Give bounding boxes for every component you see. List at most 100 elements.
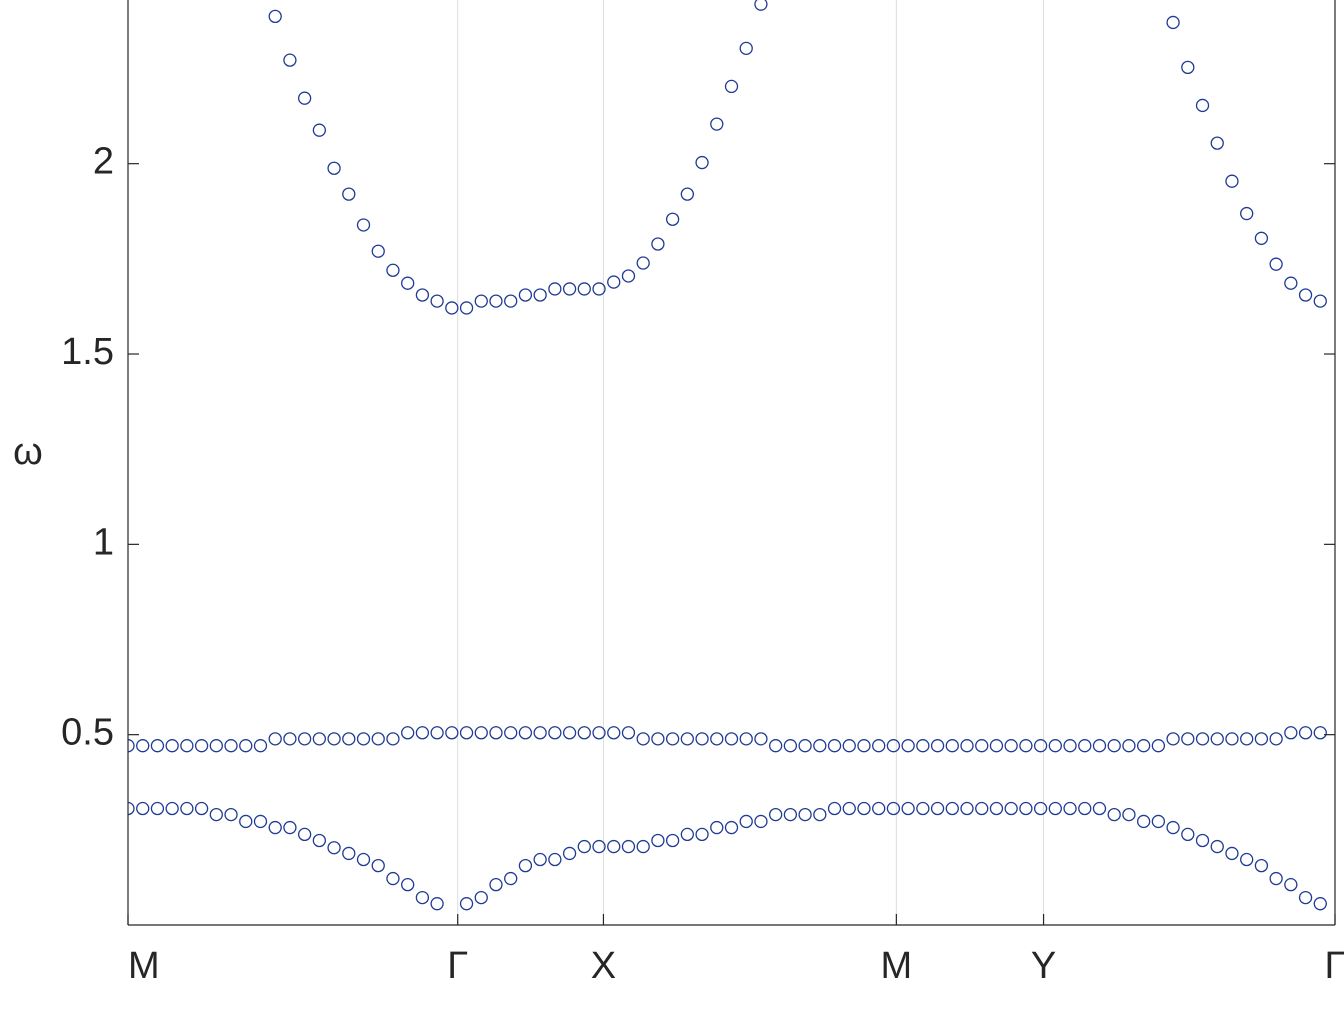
point	[342, 846, 356, 861]
point	[1136, 739, 1151, 753]
point	[945, 801, 959, 816]
point	[180, 801, 194, 816]
point	[665, 732, 680, 746]
point	[548, 282, 562, 296]
point	[1122, 739, 1136, 753]
point	[901, 739, 915, 753]
point	[724, 820, 739, 835]
point	[1019, 801, 1033, 816]
point	[209, 807, 223, 822]
point	[1254, 858, 1269, 873]
point	[283, 732, 297, 746]
point	[1181, 732, 1195, 746]
point	[165, 739, 179, 753]
point	[194, 801, 209, 816]
point	[489, 726, 503, 740]
point	[401, 726, 415, 740]
y-tick-label: 1.5	[61, 331, 114, 373]
point	[665, 833, 680, 848]
point	[1313, 726, 1327, 740]
plot-area	[128, 0, 1327, 911]
point	[1092, 739, 1107, 753]
point	[1181, 60, 1195, 75]
point	[489, 878, 503, 892]
point	[268, 732, 282, 746]
point	[1122, 807, 1136, 822]
point	[1240, 732, 1254, 746]
point	[607, 275, 621, 289]
point	[533, 288, 547, 302]
point	[901, 801, 915, 816]
point	[798, 739, 812, 753]
point	[783, 807, 798, 822]
point	[1048, 739, 1062, 753]
point	[930, 739, 945, 753]
point	[695, 732, 709, 746]
point	[136, 801, 150, 816]
point	[1107, 807, 1121, 822]
point	[297, 91, 312, 105]
point	[636, 732, 650, 746]
point	[209, 739, 223, 753]
y-tick-label: 2	[93, 141, 114, 183]
point	[1210, 136, 1224, 150]
point	[268, 9, 282, 24]
point	[1225, 174, 1239, 188]
point	[504, 294, 518, 308]
x-tick-label: Γ	[1325, 945, 1344, 987]
point	[577, 726, 591, 740]
point	[592, 282, 606, 296]
point	[356, 852, 371, 867]
point	[607, 726, 621, 740]
y-tick-label: 0.5	[61, 712, 114, 754]
point	[1166, 15, 1180, 30]
point	[548, 852, 562, 867]
point	[489, 294, 503, 308]
point	[1181, 827, 1195, 842]
point	[415, 726, 430, 740]
point	[327, 841, 341, 855]
point	[857, 801, 871, 816]
point	[1210, 732, 1224, 746]
point	[1240, 206, 1254, 221]
point	[459, 897, 474, 911]
point	[445, 301, 459, 315]
point	[1313, 294, 1327, 308]
point	[857, 739, 871, 753]
point	[312, 123, 327, 137]
point	[371, 732, 385, 746]
point	[253, 739, 268, 753]
point	[459, 726, 474, 740]
point	[651, 237, 665, 251]
point	[474, 726, 488, 740]
point	[386, 871, 400, 886]
point	[960, 801, 974, 816]
point	[312, 732, 327, 746]
point	[356, 732, 371, 746]
point	[128, 801, 135, 816]
point	[1284, 878, 1298, 892]
point	[327, 732, 341, 746]
point	[415, 288, 430, 302]
point	[695, 827, 709, 842]
point	[548, 726, 562, 740]
point	[1004, 739, 1018, 753]
point	[283, 820, 297, 835]
point	[872, 739, 886, 753]
point	[1004, 801, 1018, 816]
point	[592, 726, 606, 740]
point	[886, 739, 901, 753]
point	[798, 807, 812, 822]
point	[680, 732, 694, 746]
point	[621, 269, 636, 283]
point	[342, 732, 356, 746]
point	[224, 739, 238, 753]
point	[680, 187, 694, 201]
point	[1033, 801, 1048, 816]
point	[1195, 98, 1210, 113]
point	[312, 833, 327, 848]
point	[680, 827, 694, 842]
point	[945, 739, 959, 753]
point	[150, 801, 165, 816]
